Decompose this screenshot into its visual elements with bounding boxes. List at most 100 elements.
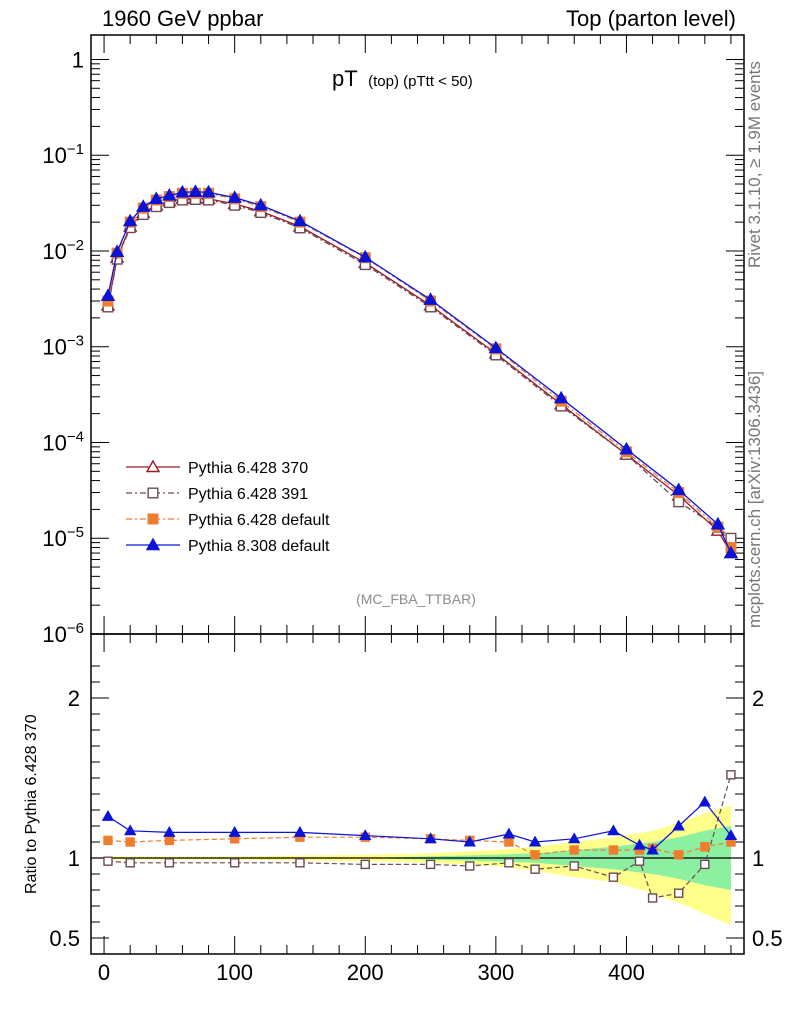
ratio-series-point — [293, 825, 307, 837]
ratio-x-tick-label: 100 — [216, 960, 253, 985]
main-y-tick-label: 1 — [72, 47, 84, 72]
mcplots-label: mcplots.cern.ch [arXiv:1306.3436] — [745, 371, 764, 628]
ratio-series-point — [424, 832, 437, 844]
ratio-panel-frame — [90, 633, 745, 955]
ratio-series-point — [569, 845, 579, 855]
main-series-3 — [100, 184, 739, 559]
ratio-series-point — [698, 795, 712, 807]
header-right-label: Top (parton level) — [566, 6, 736, 31]
legend-entry-label: Pythia 8.308 default — [188, 538, 330, 555]
ratio-series-point — [163, 825, 176, 837]
ratio-series-point — [125, 837, 135, 847]
ratio-series-point — [164, 858, 175, 868]
main-y-tick-label-base: 10 — [42, 430, 66, 455]
ratio-series-point — [647, 893, 658, 903]
main-series-group — [100, 184, 739, 559]
main-y-tick-label: 10−3 — [42, 333, 84, 360]
main-series-point — [253, 197, 268, 211]
main-y-tick-label-base: 10 — [42, 335, 66, 360]
ratio-series-point — [672, 819, 685, 831]
main-y-tick-label: 10−5 — [42, 524, 84, 551]
main-y-tick-label-exp: −5 — [67, 524, 84, 541]
main-series-point — [188, 184, 203, 197]
main-series-point — [358, 249, 373, 263]
ratio-series-point — [608, 872, 619, 882]
main-series-point — [673, 496, 685, 508]
ratio-series-point — [504, 858, 514, 868]
ratio-series-point — [359, 829, 372, 841]
main-y-tick-label-exp: −2 — [67, 237, 84, 254]
main-series-point — [201, 184, 216, 198]
ratio-series-point — [700, 842, 710, 852]
plot-title-main: pT — [332, 66, 358, 91]
analysis-tag: (MC_FBA_TTBAR) — [356, 591, 476, 607]
ratio-series-point — [103, 856, 113, 866]
ratio-y-tick-label-right: 0.5 — [752, 926, 783, 951]
main-y-tick-label-exp: −1 — [67, 141, 84, 158]
ratio-series-2 — [101, 795, 738, 855]
main-y-tick-label: 10−6 — [42, 620, 84, 647]
ratio-y-axis-label: Ratio to Pythia 6.428 370 — [23, 714, 40, 894]
ratio-x-tick-label: 0 — [98, 960, 110, 985]
ratio-series-point — [607, 824, 620, 836]
legend-marker — [147, 487, 159, 499]
ratio-series-point — [425, 859, 436, 870]
ratio-series-point — [465, 861, 475, 871]
main-series-point — [619, 441, 634, 455]
ratio-x-tick-label: 200 — [347, 960, 384, 985]
main-series-point — [175, 184, 190, 198]
main-y-tick-label: 10−2 — [42, 237, 84, 264]
plot-title: pT (top) (pTtt < 50) — [332, 66, 473, 91]
ratio-series-point — [569, 861, 579, 871]
ratio-series-point — [125, 858, 135, 868]
legend-entry-label: Pythia 6.428 370 — [188, 460, 308, 477]
main-y-tick-label-base: 10 — [42, 143, 66, 168]
main-y-tick-label: 10−4 — [42, 428, 84, 455]
main-series-point — [149, 191, 164, 205]
legend-marker — [145, 537, 161, 551]
ratio-series-point — [634, 856, 645, 866]
main-y-tick-label-base: 10 — [42, 239, 66, 264]
main-series-point — [671, 482, 686, 496]
main-series-point — [553, 390, 569, 404]
main-series-point — [292, 213, 308, 227]
ratio-series-point — [504, 837, 514, 847]
main-series-point — [423, 292, 438, 305]
ratio-x-tick-label: 300 — [478, 960, 515, 985]
main-y-tick-label-exp: −4 — [67, 428, 84, 445]
legend-marker — [145, 459, 161, 473]
ratio-series-point — [164, 835, 175, 846]
ratio-series-point — [633, 838, 646, 850]
ratio-series-point — [700, 859, 710, 870]
legend: Pythia 6.428 370 Pythia 6.428 391 Pythia 6… — [126, 459, 330, 555]
legend-entry-label: Pythia 6.428 default — [188, 512, 330, 529]
ratio-y-tick-label-right: 2 — [752, 686, 764, 711]
ratio-series-point — [502, 827, 516, 839]
main-series-point — [136, 199, 151, 212]
ratio-series-point — [530, 850, 540, 860]
main-series-line — [107, 192, 732, 548]
ratio-series-point — [530, 864, 540, 874]
ratio-x-tick-label: 400 — [608, 960, 645, 985]
ratio-series-point — [123, 824, 137, 836]
ratio-series-point — [674, 850, 684, 860]
ratio-series-0 — [103, 770, 736, 903]
main-y-tick-label-base: 10 — [42, 526, 66, 551]
ratio-series-point — [295, 858, 305, 868]
main-series-point — [710, 516, 726, 530]
main-y-tick-label-base: 10 — [42, 622, 66, 647]
rivet-version-label: Rivet 3.1.10, ≥ 1.9M events — [745, 61, 764, 268]
ratio-series-point — [103, 835, 113, 846]
main-y-tick-label-base: 1 — [72, 47, 84, 72]
ratio-series-point — [608, 845, 619, 855]
main-series-point — [122, 213, 138, 227]
ratio-series-point — [463, 835, 476, 847]
ratio-series-point — [568, 832, 581, 844]
ratio-series-point — [674, 888, 684, 898]
ratio-series-group — [101, 770, 738, 903]
ratio-series-point — [724, 829, 738, 841]
main-y-tick-label-exp: −6 — [67, 620, 84, 637]
main-y-tick-label-exp: −3 — [67, 333, 84, 350]
ratio-series-point — [101, 809, 115, 821]
